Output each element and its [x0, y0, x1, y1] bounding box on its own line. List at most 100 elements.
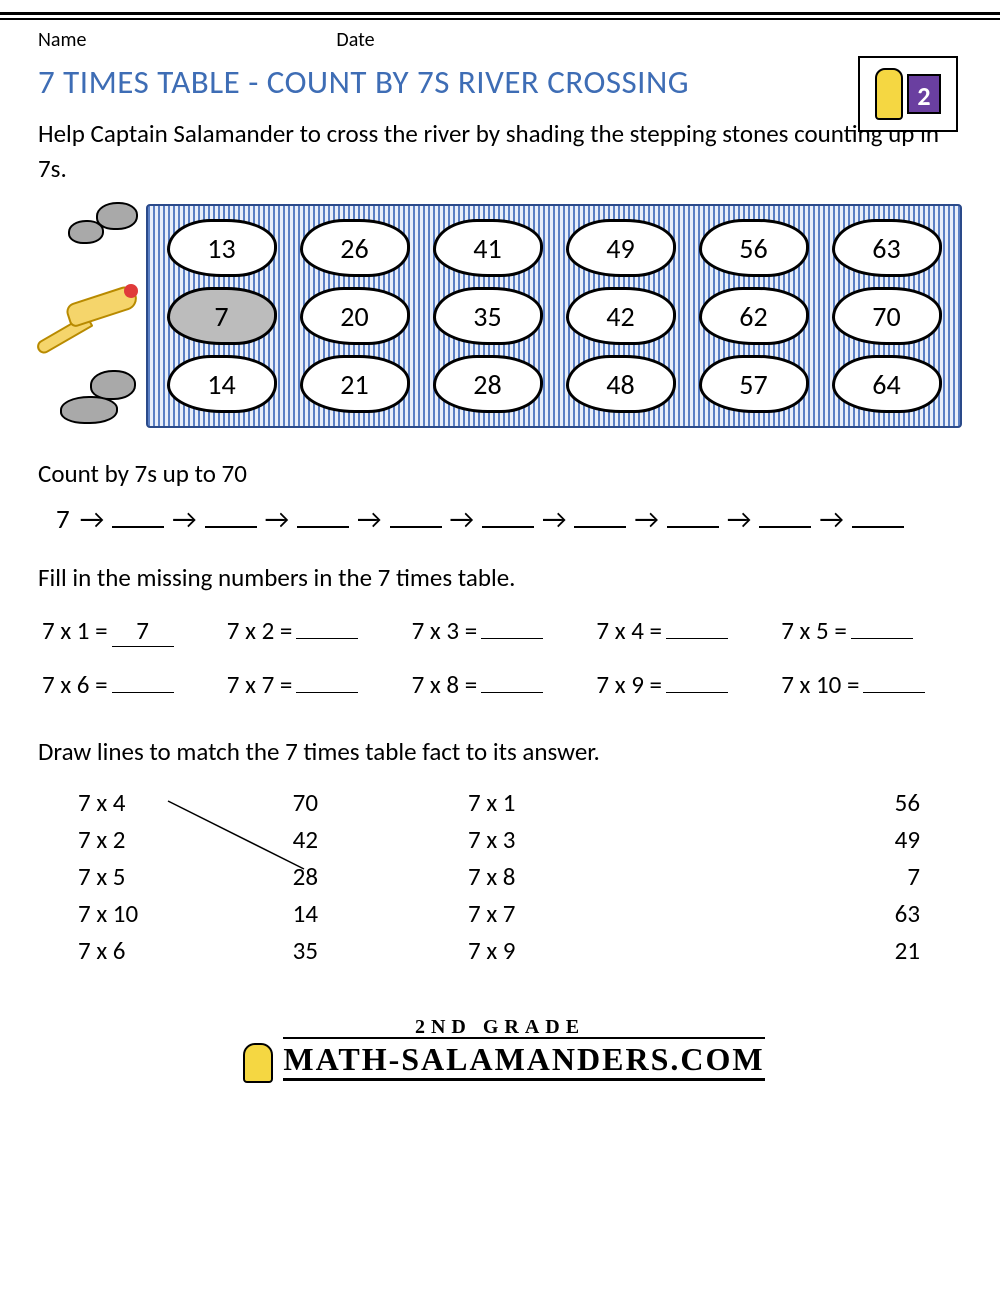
match-answers-right: 56 49 7 63 21	[588, 787, 950, 966]
stepping-stone[interactable]: 7	[167, 287, 277, 345]
times-table-cell: 7 x 10 =	[781, 669, 958, 700]
stepping-stone[interactable]: 48	[566, 355, 676, 413]
times-table-blank[interactable]	[666, 692, 728, 693]
match-fact[interactable]: 7 x 10	[78, 898, 238, 929]
times-table-blank[interactable]	[666, 638, 728, 639]
sequence-blank[interactable]	[112, 504, 164, 528]
times-table-cell: 7 x 5 =	[781, 615, 958, 647]
times-table-blank[interactable]	[296, 692, 358, 693]
grade-logo: 2	[858, 56, 958, 132]
times-table-question: 7 x 9 =	[596, 669, 662, 700]
arrow-icon: →	[450, 503, 474, 536]
times-table-blank[interactable]: 7	[112, 615, 174, 647]
match-answer[interactable]: 70	[238, 787, 318, 818]
stepping-stone[interactable]: 14	[167, 355, 277, 413]
match-answer[interactable]: 56	[588, 787, 920, 818]
match-fact[interactable]: 7 x 5	[78, 861, 238, 892]
top-rule	[0, 12, 1000, 20]
sequence-blank[interactable]	[759, 504, 811, 528]
times-table-cell: 7 x 6 =	[42, 669, 219, 700]
rock-icon	[68, 220, 104, 244]
times-table-question: 7 x 2 =	[227, 615, 293, 646]
sequence-start: 7	[56, 503, 70, 536]
stepping-stone[interactable]: 13	[167, 219, 277, 277]
matching-activity[interactable]: 7 x 4 7 x 2 7 x 5 7 x 10 7 x 6 70 42 28 14 35 7 …	[38, 781, 962, 976]
arrow-icon: →	[80, 503, 104, 536]
match-answer[interactable]: 35	[238, 935, 318, 966]
stepping-stone[interactable]: 64	[832, 355, 942, 413]
sequence-blank[interactable]	[297, 504, 349, 528]
times-table-blank[interactable]	[296, 638, 358, 639]
stepping-stone[interactable]: 56	[699, 219, 809, 277]
grade-number-badge: 2	[907, 74, 941, 114]
match-fact[interactable]: 7 x 2	[78, 824, 238, 855]
match-answer[interactable]: 21	[588, 935, 920, 966]
worksheet-page: Name Date 2 7 TIMES TABLE - COUNT BY 7S …	[0, 28, 1000, 1109]
times-table-blank[interactable]	[863, 692, 925, 693]
match-fact[interactable]: 7 x 1	[468, 787, 588, 818]
sequence-blank[interactable]	[205, 504, 257, 528]
times-table-cell: 7 x 7 =	[227, 669, 404, 700]
match-answer[interactable]: 49	[588, 824, 920, 855]
stepping-stone[interactable]: 26	[300, 219, 410, 277]
times-table-blank[interactable]	[481, 692, 543, 693]
times-table-question: 7 x 1 =	[42, 615, 108, 646]
arrow-icon: →	[634, 503, 658, 536]
match-answer[interactable]: 14	[238, 898, 318, 929]
fill-in-label: Fill in the missing numbers in the 7 tim…	[38, 562, 962, 593]
stepping-stone[interactable]: 41	[433, 219, 543, 277]
river-crossing-activity: 13 26 41 49 56 63 7 20 35 42 62 70 14 21 28 48 57 64	[38, 202, 962, 432]
match-answer[interactable]: 63	[588, 898, 920, 929]
stepping-stone[interactable]: 62	[699, 287, 809, 345]
times-table-cell: 7 x 3 =	[412, 615, 589, 647]
name-label: Name	[38, 28, 86, 52]
count-sequence[interactable]: 7→→→→→→→→→	[38, 503, 962, 536]
stepping-stone[interactable]: 63	[832, 219, 942, 277]
match-answer[interactable]: 28	[238, 861, 318, 892]
times-table-blank[interactable]	[851, 638, 913, 639]
captain-salamander-icon	[38, 280, 158, 350]
stepping-stone[interactable]: 70	[832, 287, 942, 345]
times-table-question: 7 x 5 =	[781, 615, 847, 646]
sequence-blank[interactable]	[390, 504, 442, 528]
arrow-icon: →	[542, 503, 566, 536]
times-table-grid[interactable]: 7 x 1 =7 7 x 2 = 7 x 3 =7 x 4 = 7 x 5 = 7 x …	[38, 607, 962, 712]
match-fact[interactable]: 7 x 7	[468, 898, 588, 929]
match-answer[interactable]: 7	[588, 861, 920, 892]
arrow-icon: →	[357, 503, 381, 536]
match-fact[interactable]: 7 x 3	[468, 824, 588, 855]
stepping-stone[interactable]: 35	[433, 287, 543, 345]
stepping-stone[interactable]: 28	[433, 355, 543, 413]
sequence-blank[interactable]	[667, 504, 719, 528]
match-fact[interactable]: 7 x 8	[468, 861, 588, 892]
times-table-blank[interactable]	[481, 638, 543, 639]
match-answer[interactable]: 42	[238, 824, 318, 855]
stepping-stone[interactable]: 20	[300, 287, 410, 345]
stepping-stone[interactable]: 42	[566, 287, 676, 345]
times-table-cell: 7 x 8 =	[412, 669, 589, 700]
stepping-stone[interactable]: 49	[566, 219, 676, 277]
sequence-blank[interactable]	[852, 504, 904, 528]
times-table-question: 7 x 7 =	[227, 669, 293, 700]
footer-brand-text: MATH-SALAMANDERS.COM	[283, 1037, 764, 1081]
stepping-stone[interactable]: 21	[300, 355, 410, 413]
match-answers-left: 70 42 28 14 35	[238, 787, 388, 966]
match-label: Draw lines to match the 7 times table fa…	[38, 736, 962, 767]
footer-grade-text: 2ND GRADE	[38, 1016, 962, 1039]
header-row: Name Date	[38, 28, 962, 52]
match-facts-left: 7 x 4 7 x 2 7 x 5 7 x 10 7 x 6	[78, 787, 238, 966]
times-table-blank[interactable]	[112, 692, 174, 693]
page-title: 7 TIMES TABLE - COUNT BY 7S RIVER CROSSI…	[38, 62, 962, 102]
sequence-blank[interactable]	[574, 504, 626, 528]
match-fact[interactable]: 7 x 6	[78, 935, 238, 966]
times-table-cell: 7 x 9 =	[596, 669, 773, 700]
stepping-stone[interactable]: 57	[699, 355, 809, 413]
sequence-blank[interactable]	[482, 504, 534, 528]
times-table-cell: 7 x 4 =	[596, 615, 773, 647]
footer-salamander-icon	[235, 1043, 281, 1089]
salamander-icon	[875, 68, 903, 120]
arrow-icon: →	[172, 503, 196, 536]
arrow-icon: →	[727, 503, 751, 536]
match-fact[interactable]: 7 x 9	[468, 935, 588, 966]
match-fact[interactable]: 7 x 4	[78, 787, 238, 818]
